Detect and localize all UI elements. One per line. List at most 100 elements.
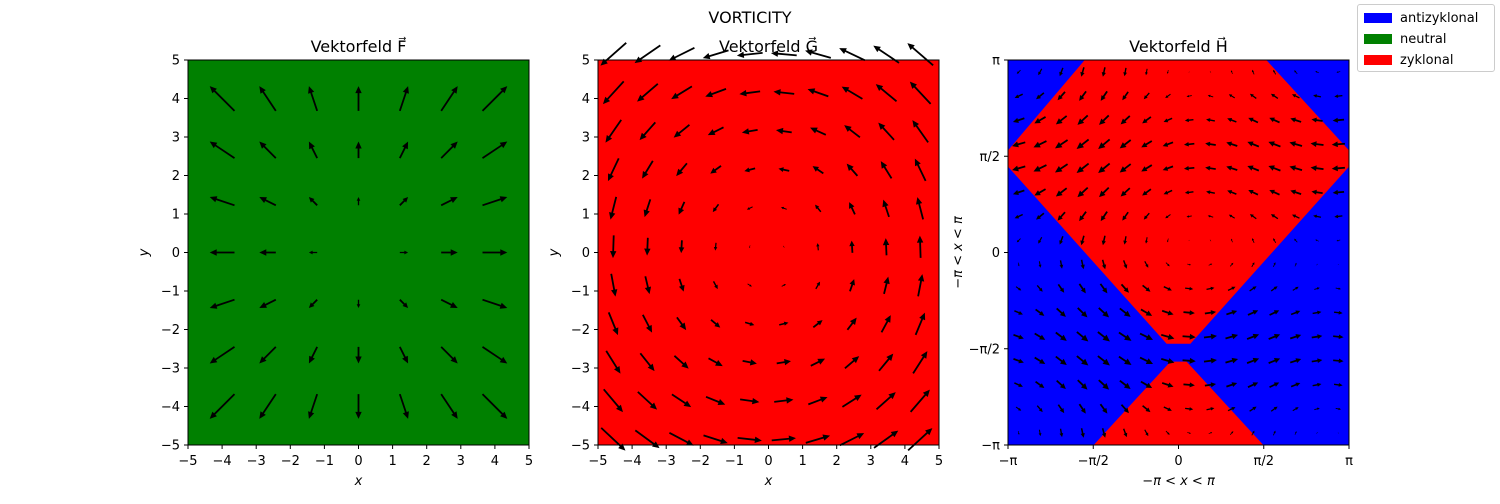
quiver-arrow — [1118, 355, 1132, 365]
quiver-arrow — [209, 141, 235, 159]
quiver-arrow — [882, 199, 890, 218]
y-tick-label: π/2 — [980, 150, 1000, 165]
quiver-arrow — [1057, 91, 1066, 101]
quiver-arrow — [1099, 186, 1110, 198]
quiver-arrow — [1310, 141, 1324, 147]
quiver-arrow — [308, 250, 318, 255]
quiver-arrow — [1076, 355, 1089, 366]
quiver-arrow — [1014, 310, 1023, 315]
quiver-arrow — [1268, 141, 1281, 148]
quiver-arrow — [1203, 357, 1217, 364]
quiver-arrow — [642, 314, 653, 333]
quiver-arrow — [815, 281, 821, 290]
x-tick-label: 0 — [354, 454, 362, 469]
quiver-arrow — [643, 199, 652, 218]
quiver-arrow — [807, 88, 829, 98]
quiver-arrow — [1055, 115, 1068, 125]
quiver-arrow — [1122, 260, 1128, 269]
quiver-arrow — [1247, 141, 1260, 148]
quiver-arrow — [1187, 432, 1192, 434]
quiver-arrow — [1034, 356, 1046, 364]
quiver-arrow — [1208, 263, 1213, 266]
quiver-arrow — [1038, 236, 1043, 244]
quiver-arrow — [1204, 382, 1217, 388]
quiver-arrow — [1059, 67, 1064, 77]
quiver-arrow — [749, 245, 751, 249]
quiver-arrow — [482, 141, 508, 159]
quiver-arrow — [1182, 333, 1196, 340]
quiver-arrow — [812, 166, 824, 175]
quiver-arrow — [1098, 307, 1110, 318]
x-tick-label: π/2 — [1254, 454, 1274, 469]
quiver-arrow — [1290, 310, 1301, 316]
quiver-arrow — [668, 47, 695, 61]
quiver-arrow — [1269, 189, 1280, 196]
quiver-arrow — [1313, 214, 1322, 219]
quiver-arrow — [1080, 259, 1085, 270]
quiver-arrow — [1269, 382, 1280, 388]
y-tick-label: −5 — [571, 439, 590, 454]
quiver-arrow — [839, 48, 866, 62]
quiver-arrow — [912, 351, 928, 374]
quiver-arrow — [1314, 287, 1320, 290]
quiver-arrow — [1289, 165, 1303, 171]
quiver-arrow — [669, 432, 694, 446]
quiver-arrow — [1076, 138, 1090, 149]
quiver-arrow — [707, 126, 724, 136]
quiver-arrow — [1078, 403, 1086, 414]
quiver-arrow — [481, 86, 508, 112]
quiver-arrow — [771, 435, 796, 442]
quiver-arrow — [1055, 355, 1067, 365]
quiver-arrow — [1034, 332, 1046, 340]
y-tick-label: −3 — [161, 362, 180, 377]
x-tick-label: 1 — [388, 454, 396, 469]
quiver-arrow — [355, 394, 362, 419]
quiver-arrow — [1249, 286, 1257, 292]
x-tick-label: −5 — [588, 454, 607, 469]
quiver-arrow — [810, 358, 826, 367]
y-tick-label: 4 — [172, 92, 180, 107]
quiver-arrow — [1229, 431, 1234, 436]
quiver-arrow — [844, 356, 860, 370]
quiver-arrow — [637, 83, 659, 102]
quiver-arrow — [1335, 287, 1341, 290]
quiver-arrow — [1165, 93, 1171, 98]
legend-item-neutral: neutral — [1364, 32, 1447, 47]
quiver-arrow — [1205, 141, 1216, 147]
quiver-arrow — [308, 346, 318, 364]
y-tick-label: −3 — [571, 362, 590, 377]
quiver-arrow — [399, 250, 409, 255]
quiver-arrow — [1119, 379, 1131, 390]
quiver-arrow — [783, 245, 785, 248]
quiver-arrow — [1162, 165, 1174, 171]
quiver-arrow — [1166, 238, 1169, 243]
quiver-arrow — [1059, 236, 1064, 245]
quiver-arrow — [1333, 358, 1344, 364]
quiver-arrow — [1227, 190, 1237, 195]
quiver-arrow — [259, 197, 277, 207]
quiver-arrow — [1316, 432, 1318, 434]
quiver-arrow — [259, 346, 277, 364]
quiver-arrow — [710, 165, 722, 174]
panel-title: Vektorfeld H⃗ — [1129, 36, 1228, 56]
quiver-arrows — [209, 86, 508, 419]
quiver-arrow — [1035, 308, 1045, 316]
quiver-arrow — [1206, 118, 1215, 123]
quiver-arrow — [1226, 165, 1238, 171]
quiver-arrow — [673, 355, 689, 369]
quiver-arrow — [810, 127, 827, 136]
legend-item-zyklonal: zyklonal — [1364, 53, 1453, 68]
x-tick-label: −3 — [247, 454, 266, 469]
x-tick-label: −3 — [657, 454, 676, 469]
quiver-arrow — [1290, 189, 1302, 195]
quiver-arrow — [805, 49, 832, 59]
quiver-arrow — [1017, 430, 1020, 435]
quiver-arrow — [399, 299, 409, 308]
y-tick-label: 3 — [172, 131, 180, 146]
quiver-arrow — [1013, 358, 1024, 364]
quiver-arrow — [1294, 262, 1297, 267]
quiver-arrow — [712, 203, 720, 213]
quiver-arrow — [1142, 188, 1152, 196]
quiver-arrow — [1036, 405, 1043, 413]
